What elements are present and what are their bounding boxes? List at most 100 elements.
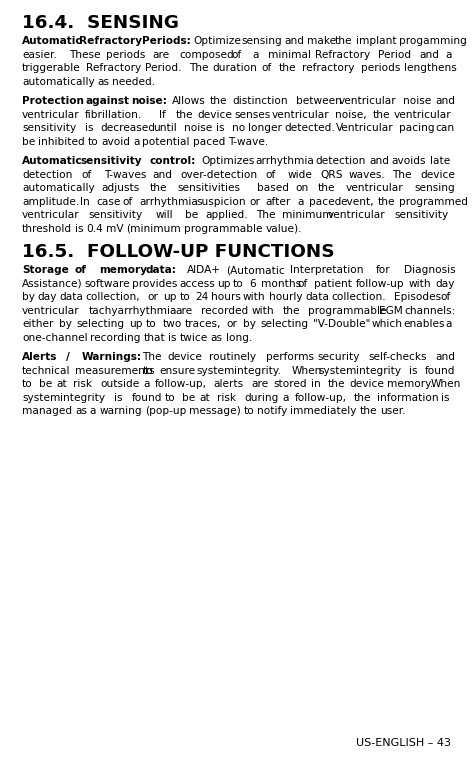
Text: with: with [409, 279, 431, 289]
Text: integrity: integrity [60, 393, 105, 403]
Text: a: a [446, 319, 452, 329]
Text: Warnings:: Warnings: [81, 352, 142, 363]
Text: the: the [359, 406, 377, 416]
Text: a: a [283, 393, 289, 403]
Text: (minimum: (minimum [126, 224, 181, 234]
Text: periods: periods [105, 50, 145, 59]
Text: be: be [182, 393, 195, 403]
Text: value).: value). [265, 224, 302, 234]
Text: a: a [133, 136, 140, 146]
Text: ventricular: ventricular [394, 110, 452, 120]
Text: will: will [155, 210, 173, 220]
Text: of: of [298, 279, 308, 289]
Text: up: up [129, 319, 142, 329]
Text: threshold: threshold [22, 224, 72, 234]
Text: user.: user. [380, 406, 405, 416]
Text: of: of [261, 63, 271, 73]
Text: pacing: pacing [399, 123, 435, 133]
Text: Allows: Allows [172, 96, 206, 106]
Text: inhibited: inhibited [38, 136, 85, 146]
Text: minimal: minimal [268, 50, 311, 59]
Text: T-wave.: T-wave. [228, 136, 268, 146]
Text: arrhythmia: arrhythmia [139, 197, 198, 207]
Text: periods: periods [361, 63, 400, 73]
Text: months: months [261, 279, 301, 289]
Text: potential: potential [142, 136, 190, 146]
Text: sensitivity: sensitivity [394, 210, 448, 220]
Text: ventricular: ventricular [346, 183, 403, 194]
Text: ventricular: ventricular [22, 306, 79, 316]
Text: to: to [164, 393, 175, 403]
Text: to: to [88, 136, 98, 146]
Text: collection.: collection. [332, 293, 386, 303]
Text: sensitivity: sensitivity [22, 123, 76, 133]
Text: follow-up,: follow-up, [295, 393, 347, 403]
Text: security: security [317, 352, 359, 363]
Text: avoid: avoid [101, 136, 130, 146]
Text: collection,: collection, [85, 293, 140, 303]
Text: traces,: traces, [184, 319, 220, 329]
Text: refractory: refractory [302, 63, 354, 73]
Text: or: or [227, 319, 237, 329]
Text: with: with [242, 293, 265, 303]
Text: data: data [59, 293, 83, 303]
Text: needed.: needed. [113, 77, 156, 87]
Text: ventricular: ventricular [339, 96, 397, 106]
Text: 6: 6 [249, 279, 256, 289]
Text: long.: long. [226, 333, 252, 343]
Text: the: the [372, 110, 390, 120]
Text: "V-Double": "V-Double" [313, 319, 370, 329]
Text: amplitude.: amplitude. [22, 197, 79, 207]
Text: two: two [162, 319, 182, 329]
Text: patient: patient [314, 279, 352, 289]
Text: When: When [430, 379, 461, 389]
Text: arrhythmia: arrhythmia [256, 156, 315, 166]
Text: hourly: hourly [269, 293, 302, 303]
Text: is: is [75, 224, 83, 234]
Text: until: until [153, 123, 176, 133]
Text: to: to [244, 406, 254, 416]
Text: case: case [96, 197, 121, 207]
Text: of: of [441, 293, 451, 303]
Text: 16.5.  FOLLOW-UP FUNCTIONS: 16.5. FOLLOW-UP FUNCTIONS [22, 243, 334, 261]
Text: be: be [39, 379, 52, 389]
Text: hours: hours [211, 293, 241, 303]
Text: composed: composed [179, 50, 234, 59]
Text: against: against [85, 96, 129, 106]
Text: and: and [420, 50, 439, 59]
Text: avoids: avoids [392, 156, 426, 166]
Text: noise:: noise: [131, 96, 167, 106]
Text: warning: warning [99, 406, 142, 416]
Text: US-ENGLISH – 43: US-ENGLISH – 43 [356, 738, 451, 748]
Text: the: the [334, 36, 352, 46]
Text: Protection: Protection [22, 96, 84, 106]
Text: event,: event, [341, 197, 374, 207]
Text: sensitivity: sensitivity [80, 156, 142, 166]
Text: Storage: Storage [22, 265, 69, 275]
Text: provides: provides [132, 279, 178, 289]
Text: noise: noise [403, 96, 431, 106]
Text: which: which [371, 319, 402, 329]
Text: applied.: applied. [205, 210, 248, 220]
Text: information: information [377, 393, 438, 403]
Text: Periods:: Periods: [142, 36, 191, 46]
Text: notify: notify [257, 406, 288, 416]
Text: of: of [231, 50, 241, 59]
Text: ventricular: ventricular [22, 110, 79, 120]
Text: found: found [425, 366, 455, 376]
Text: The: The [142, 352, 162, 363]
Text: and: and [436, 96, 455, 106]
Text: as: as [97, 77, 110, 87]
Text: over-detection: over-detection [180, 170, 257, 180]
Text: device: device [420, 170, 455, 180]
Text: that: that [144, 333, 166, 343]
Text: longer: longer [247, 123, 281, 133]
Text: up: up [163, 293, 177, 303]
Text: and: and [152, 170, 172, 180]
Text: are: are [153, 50, 170, 59]
Text: Optimize: Optimize [194, 36, 242, 46]
Text: 24: 24 [195, 293, 209, 303]
Text: sensitivity: sensitivity [88, 210, 143, 220]
Text: by: by [60, 319, 72, 329]
Text: lengthens: lengthens [404, 63, 457, 73]
